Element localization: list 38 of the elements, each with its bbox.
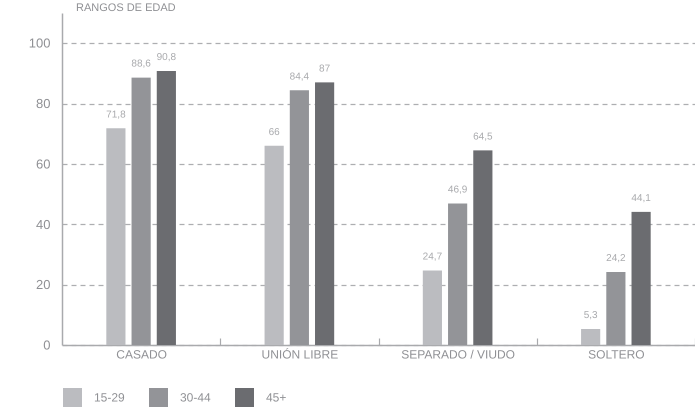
x-tick-label: CASADO bbox=[116, 348, 167, 362]
data-label: 5,3 bbox=[584, 310, 598, 322]
legend-label: 30-44 bbox=[180, 390, 212, 404]
data-label: 44,1 bbox=[631, 192, 652, 204]
bar bbox=[264, 146, 284, 345]
bar bbox=[132, 78, 151, 345]
data-label: 84,4 bbox=[290, 71, 310, 82]
data-label: 88,6 bbox=[131, 58, 152, 70]
y-tick-label: 80 bbox=[36, 96, 50, 112]
bar bbox=[606, 272, 626, 345]
legend-label: 15-29 bbox=[94, 390, 126, 404]
bar bbox=[156, 70, 176, 345]
y-tick-label: 60 bbox=[36, 156, 50, 172]
data-label: 66 bbox=[268, 126, 280, 138]
x-tick-label: UNIÓN LIBRE bbox=[262, 348, 338, 362]
chart-title: RANGOS DE EDAD bbox=[76, 2, 176, 14]
bar bbox=[581, 329, 600, 345]
data-label: 46,9 bbox=[448, 184, 468, 196]
bar bbox=[315, 82, 334, 345]
y-tick-label: 20 bbox=[36, 277, 50, 292]
data-label: 24,2 bbox=[606, 252, 626, 264]
data-label: 24,7 bbox=[422, 251, 443, 262]
x-tick-label: SOLTERO bbox=[588, 348, 645, 362]
data-label: 71,8 bbox=[106, 109, 126, 120]
bar bbox=[632, 212, 651, 345]
bar bbox=[422, 270, 442, 345]
bar bbox=[290, 90, 309, 345]
y-tick-label: 0 bbox=[43, 338, 50, 352]
x-tick-label: SEPARADO / VIUDO bbox=[401, 348, 516, 362]
y-tick-label: 40 bbox=[36, 216, 50, 232]
legend-label: 45+ bbox=[266, 390, 286, 404]
bar bbox=[106, 128, 126, 345]
y-tick-label: 100 bbox=[28, 36, 50, 51]
data-label: 64,5 bbox=[473, 131, 494, 142]
bar bbox=[448, 203, 468, 345]
data-label: 90,8 bbox=[156, 52, 177, 63]
bar bbox=[473, 150, 492, 345]
data-label: 87 bbox=[319, 63, 331, 74]
